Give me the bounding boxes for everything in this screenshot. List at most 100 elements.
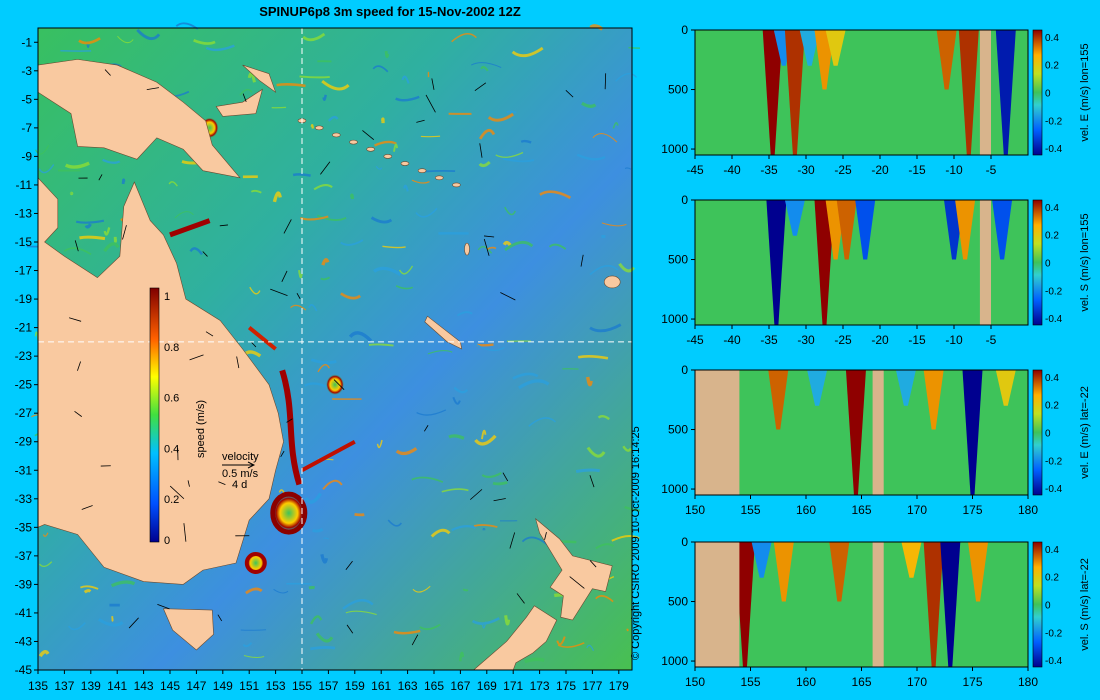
section-x-tick-label: 175	[962, 675, 982, 689]
section-colorbar-tick: -0.4	[1045, 656, 1063, 667]
section-feature	[995, 370, 1016, 406]
speed-streak	[63, 247, 92, 256]
velocity-arrow	[345, 560, 353, 571]
section-y-tick-label: 1000	[661, 312, 688, 326]
chart-title: SPINUP6p8 3m speed for 15-Nov-2002 12Z	[259, 4, 521, 19]
speed-streak	[243, 654, 265, 659]
speed-streak	[518, 379, 550, 390]
speed-streak	[67, 622, 86, 631]
y-tick-label: -3	[21, 64, 32, 78]
y-tick-label: -15	[15, 235, 33, 249]
section-x-tick-label: -15	[908, 163, 926, 177]
speed-streak	[321, 258, 330, 266]
x-tick-label: 151	[239, 679, 259, 693]
speed-streak	[456, 311, 473, 317]
section-x-tick-label: -10	[945, 163, 963, 177]
speed-streak	[273, 588, 289, 594]
section-x-tick-label: 165	[851, 503, 871, 517]
speed-streak	[79, 235, 106, 241]
section-x-tick-label: -35	[760, 163, 778, 177]
x-tick-label: 163	[398, 679, 418, 693]
speed-streak	[375, 165, 383, 170]
section-feature	[836, 200, 857, 260]
section-x-tick-label: -40	[723, 163, 741, 177]
section-colorbar-tick: 0.2	[1045, 573, 1059, 584]
speed-colorbar-tick: 0.8	[164, 342, 179, 354]
section-land	[872, 370, 884, 495]
section-colorbar-tick: 0.2	[1045, 231, 1059, 242]
x-tick-label: 179	[609, 679, 629, 693]
velocity-arrow	[69, 317, 82, 322]
speed-streak	[451, 33, 477, 43]
section-feature	[968, 542, 989, 602]
speed-streak	[481, 472, 502, 478]
speed-streak	[458, 651, 465, 662]
speed-streak	[473, 524, 498, 528]
speed-streak	[480, 65, 489, 72]
velocity-arrows	[69, 69, 607, 646]
speed-streak	[320, 553, 329, 564]
speed-streak	[581, 101, 597, 108]
speed-streak	[189, 247, 204, 256]
speed-streak	[586, 644, 595, 652]
new-zealand-north-island	[535, 517, 613, 621]
speed-colorbar: 0 0.2 0.4 0.6 0.8 1 speed (m/s)	[149, 287, 207, 547]
speed-streak	[487, 112, 514, 122]
section-x-tick-label: 150	[685, 675, 705, 689]
velocity-arrow	[169, 485, 185, 500]
speed-streak	[470, 62, 502, 68]
x-tick-label: 159	[345, 679, 365, 693]
section-x-tick-label: -20	[871, 163, 889, 177]
section-feature	[962, 370, 983, 495]
speed-streak	[622, 445, 632, 452]
speed-streak	[575, 468, 600, 474]
speed-streak	[452, 396, 461, 405]
speed-streak	[451, 525, 476, 532]
section-colorbar-tick: 0.4	[1045, 33, 1059, 44]
speed-colorbar-tick: 0.4	[164, 443, 179, 455]
speed-streak	[511, 46, 544, 58]
velocity-arrow	[104, 69, 111, 76]
y-tick-label: -43	[15, 634, 33, 648]
section-feature	[825, 30, 846, 66]
speed-streak	[539, 190, 572, 199]
fiji-island	[603, 275, 621, 289]
section-x-tick-label: -20	[871, 333, 889, 347]
speed-streak	[315, 632, 334, 643]
speed-streak	[504, 615, 511, 626]
section-feature	[995, 30, 1016, 155]
section-feature	[940, 542, 961, 667]
speed-streak	[245, 587, 263, 595]
section-feature	[773, 542, 794, 602]
velocity-arrow	[296, 292, 301, 299]
section-feature	[829, 542, 850, 602]
section-feature	[923, 370, 944, 430]
speed-streak	[272, 191, 282, 203]
speed-streak	[615, 73, 637, 82]
velocity-arrow	[205, 331, 214, 337]
section-panel: 150 155 160 165 170 175 180 0 500 1000 0.4 0.2 0 -0.2…	[661, 535, 1091, 689]
speed-streak	[403, 184, 409, 192]
x-tick-label: 139	[81, 679, 101, 693]
speed-streak	[310, 358, 337, 365]
speed-streak	[320, 276, 331, 281]
speed-streak	[316, 214, 347, 221]
x-tick-label: 153	[266, 679, 286, 693]
section-x-tick-label: -25	[834, 333, 852, 347]
section-land	[695, 370, 740, 495]
velocity-arrow	[516, 593, 525, 604]
section-feature	[958, 30, 979, 155]
solomon-island	[452, 182, 461, 188]
x-tick-label: 171	[503, 679, 523, 693]
speed-streak	[322, 94, 327, 101]
velocity-arrow	[242, 93, 247, 103]
speed-streak	[502, 157, 535, 163]
speed-streak	[453, 386, 469, 394]
speed-streak	[121, 178, 126, 185]
velocity-arrow	[146, 87, 160, 90]
velocity-arrow	[431, 78, 435, 90]
speed-streak	[370, 216, 393, 224]
speed-streak	[205, 44, 235, 52]
velocity-arrow	[604, 73, 607, 90]
section-colorbar-tick: 0	[1045, 89, 1051, 100]
